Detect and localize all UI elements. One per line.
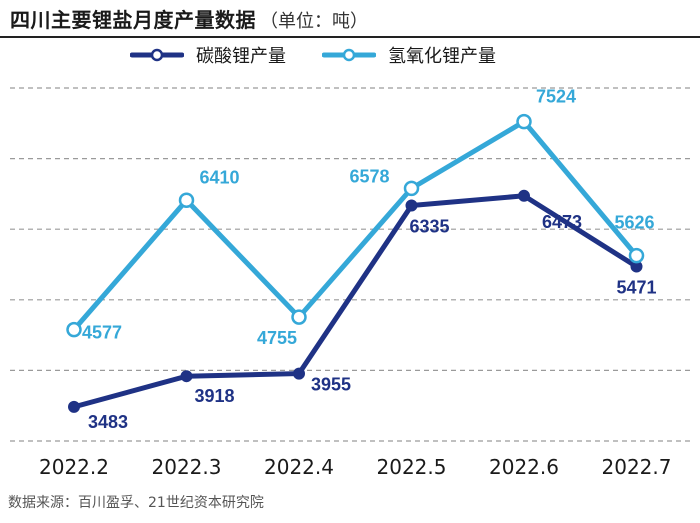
series-0-data-label-5: 5471	[616, 278, 656, 298]
series-1-point-2	[291, 309, 307, 325]
series-0-data-label-2: 3955	[311, 375, 351, 395]
series-1-point-4	[516, 113, 532, 130]
title-divider	[0, 36, 700, 38]
series-1-point-5	[628, 247, 645, 264]
series-1-point-1	[178, 192, 195, 209]
series-0-point-2	[293, 367, 305, 380]
series-0-data-label-1: 3918	[194, 386, 234, 406]
x-tick-label-5: 2022.7	[602, 455, 672, 479]
series-1-data-label-2: 4755	[257, 328, 297, 348]
series-0-data-label-3: 6335	[409, 217, 449, 237]
series-1-data-label-3: 6578	[349, 166, 389, 186]
legend-swatch-lithium-hydroxide	[322, 48, 376, 62]
series-1-data-label-1: 6410	[199, 167, 239, 187]
series-line-1	[71, 118, 639, 333]
source-note: 数据来源：百川盈孚、21世纪资本研究院	[8, 495, 264, 511]
x-tick-label-3: 2022.5	[377, 455, 447, 479]
series-0-point-1	[180, 370, 193, 383]
series-0-data-label-0: 3483	[88, 412, 128, 432]
chart-unit: （单位：吨）	[260, 11, 368, 32]
x-tick-label-4: 2022.6	[489, 455, 559, 479]
chart-legend: 碳酸锂产量 氢氧化锂产量	[130, 42, 496, 68]
series-1-point-0	[66, 321, 82, 338]
series-0-point-3	[405, 199, 418, 212]
legend-item-lithium-carbonate: 碳酸锂产量	[130, 42, 286, 68]
chart-title: 四川主要锂盐月度产量数据	[10, 8, 256, 32]
series-0-point-0	[68, 400, 80, 413]
x-tick-label-1: 2022.3	[152, 455, 222, 479]
chart-title-row: 四川主要锂盐月度产量数据 （单位：吨）	[10, 4, 368, 34]
series-1-point-3	[403, 180, 420, 197]
series-1-data-label-0: 4577	[82, 323, 122, 343]
x-tick-label-2: 2022.4	[264, 455, 334, 479]
series-0-point-4	[518, 189, 530, 202]
legend-swatch-lithium-carbonate	[130, 48, 184, 62]
legend-label-lithium-carbonate: 碳酸锂产量	[196, 46, 286, 67]
series-1-data-label-4: 7524	[536, 87, 576, 107]
x-tick-label-0: 2022.2	[39, 455, 109, 479]
legend-item-lithium-hydroxide: 氢氧化锂产量	[322, 42, 496, 68]
legend-label-lithium-hydroxide: 氢氧化锂产量	[388, 46, 496, 67]
series-1-data-label-5: 5626	[614, 213, 654, 233]
series-line-0	[71, 193, 639, 410]
series-0-data-label-4: 6473	[542, 212, 582, 232]
